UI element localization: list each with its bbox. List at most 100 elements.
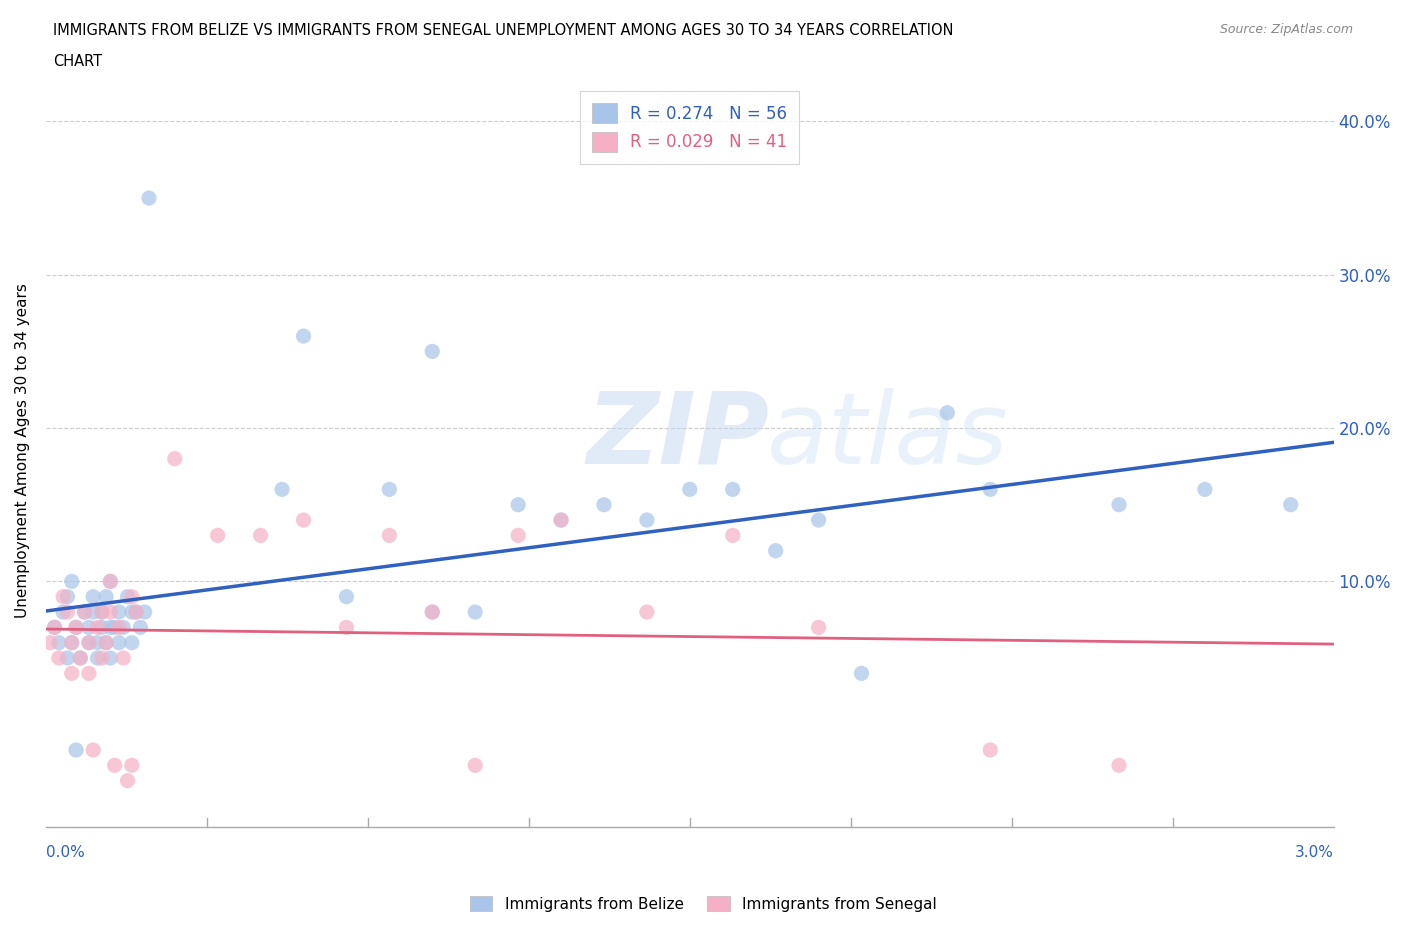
Point: [60, 666, 83, 681]
Text: 0.0%: 0.0%: [46, 845, 84, 860]
Point: [121, 635, 143, 650]
Point: [98, 574, 121, 589]
Point: [56, 604, 79, 619]
Point: [82, 742, 104, 757]
Point: [378, 528, 401, 543]
Point: [48, 635, 70, 650]
Point: [90, 604, 112, 619]
Point: [69, 651, 91, 666]
Point: [464, 758, 486, 773]
Point: [420, 604, 443, 619]
Point: [98, 574, 121, 589]
Point: [979, 482, 1001, 497]
Point: [125, 604, 148, 619]
Point: [378, 482, 401, 497]
Point: [104, 620, 127, 635]
Point: [90, 620, 112, 635]
Point: [86, 651, 108, 666]
Point: [464, 604, 486, 619]
Point: [52, 604, 75, 619]
Text: 3.0%: 3.0%: [1295, 845, 1334, 860]
Y-axis label: Unemployment Among Ages 30 to 34 years: Unemployment Among Ages 30 to 34 years: [15, 284, 30, 618]
Point: [82, 590, 104, 604]
Point: [77, 620, 100, 635]
Point: [39, 635, 62, 650]
Point: [69, 651, 91, 666]
Point: [77, 635, 100, 650]
Point: [90, 651, 112, 666]
Point: [65, 620, 87, 635]
Point: [138, 191, 160, 206]
Point: [420, 344, 443, 359]
Point: [679, 482, 702, 497]
Point: [60, 635, 83, 650]
Point: [44, 620, 66, 635]
Point: [108, 635, 131, 650]
Point: [108, 620, 131, 635]
Point: [292, 328, 315, 343]
Text: IMMIGRANTS FROM BELIZE VS IMMIGRANTS FROM SENEGAL UNEMPLOYMENT AMONG AGES 30 TO : IMMIGRANTS FROM BELIZE VS IMMIGRANTS FRO…: [53, 23, 953, 38]
Text: atlas: atlas: [768, 388, 1008, 485]
Point: [249, 528, 271, 543]
Point: [112, 651, 135, 666]
Point: [125, 604, 148, 619]
Point: [271, 482, 294, 497]
Point: [52, 590, 75, 604]
Point: [73, 604, 96, 619]
Point: [56, 651, 79, 666]
Point: [335, 590, 357, 604]
Point: [765, 543, 787, 558]
Point: [1279, 498, 1302, 512]
Point: [98, 604, 121, 619]
Legend: Immigrants from Belize, Immigrants from Senegal: Immigrants from Belize, Immigrants from …: [464, 889, 942, 918]
Point: [44, 620, 66, 635]
Point: [979, 742, 1001, 757]
Point: [108, 604, 131, 619]
Point: [163, 451, 186, 466]
Point: [335, 620, 357, 635]
Point: [60, 635, 83, 650]
Point: [121, 758, 143, 773]
Point: [82, 604, 104, 619]
Point: [98, 620, 121, 635]
Point: [207, 528, 229, 543]
Point: [1194, 482, 1216, 497]
Point: [721, 482, 744, 497]
Point: [56, 590, 79, 604]
Point: [98, 651, 121, 666]
Point: [807, 512, 830, 527]
Point: [292, 512, 315, 527]
Point: [65, 742, 87, 757]
Point: [550, 512, 572, 527]
Point: [508, 498, 530, 512]
Point: [117, 773, 139, 788]
Point: [77, 666, 100, 681]
Text: ZIP: ZIP: [586, 388, 770, 485]
Legend: R = 0.274   N = 56, R = 0.029   N = 41: R = 0.274 N = 56, R = 0.029 N = 41: [581, 91, 799, 164]
Point: [73, 604, 96, 619]
Point: [1108, 758, 1130, 773]
Point: [851, 666, 873, 681]
Point: [104, 758, 127, 773]
Point: [86, 635, 108, 650]
Point: [48, 651, 70, 666]
Text: Source: ZipAtlas.com: Source: ZipAtlas.com: [1219, 23, 1353, 36]
Point: [550, 512, 572, 527]
Text: CHART: CHART: [53, 54, 103, 69]
Point: [593, 498, 616, 512]
Point: [936, 405, 959, 420]
Point: [90, 604, 112, 619]
Point: [117, 590, 139, 604]
Point: [121, 590, 143, 604]
Point: [94, 635, 117, 650]
Point: [508, 528, 530, 543]
Point: [60, 574, 83, 589]
Point: [636, 604, 658, 619]
Point: [94, 590, 117, 604]
Point: [121, 604, 143, 619]
Point: [112, 620, 135, 635]
Point: [1108, 498, 1130, 512]
Point: [420, 604, 443, 619]
Point: [94, 635, 117, 650]
Point: [636, 512, 658, 527]
